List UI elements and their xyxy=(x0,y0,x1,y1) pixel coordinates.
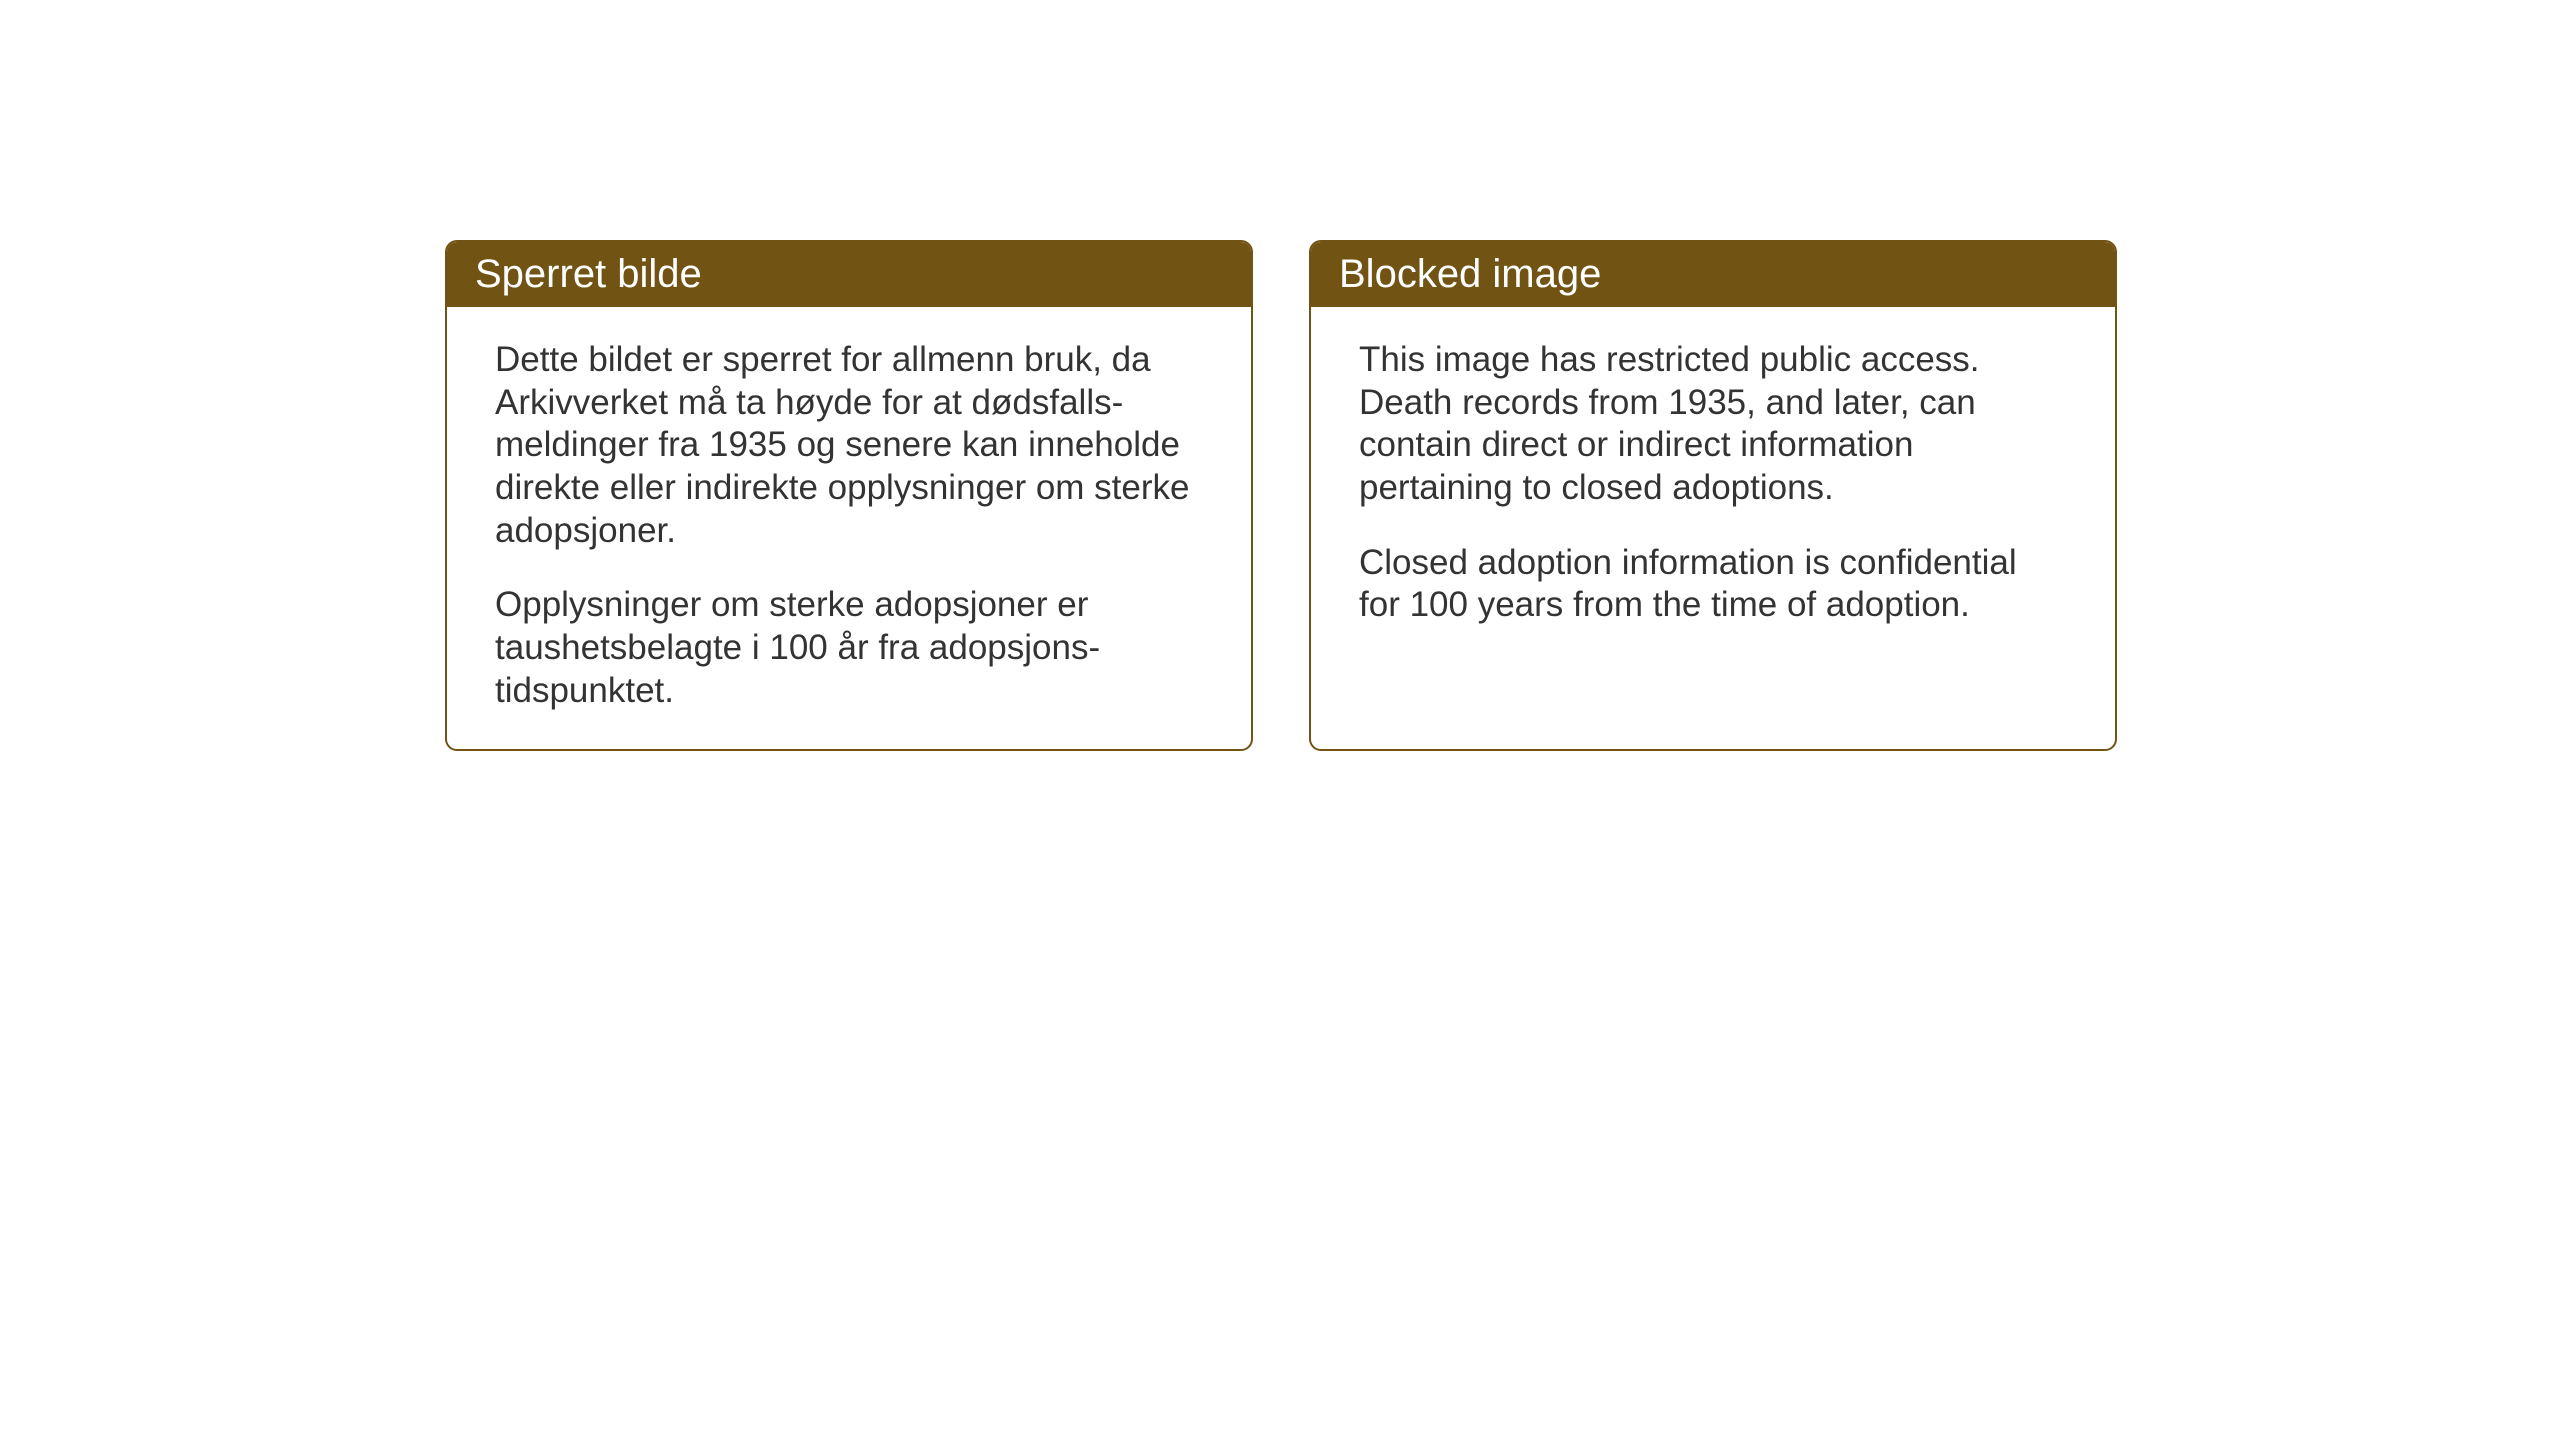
norwegian-paragraph-2: Opplysninger om sterke adopsjoner er tau… xyxy=(495,584,1203,712)
norwegian-card-body: Dette bildet er sperret for allmenn bruk… xyxy=(447,307,1251,749)
norwegian-paragraph-1: Dette bildet er sperret for allmenn bruk… xyxy=(495,339,1203,552)
norwegian-card-title: Sperret bilde xyxy=(447,242,1251,307)
english-paragraph-2: Closed adoption information is confident… xyxy=(1359,542,2067,627)
notice-container: Sperret bilde Dette bildet er sperret fo… xyxy=(445,240,2117,751)
english-card-body: This image has restricted public access.… xyxy=(1311,307,2115,663)
english-notice-card: Blocked image This image has restricted … xyxy=(1309,240,2117,751)
norwegian-notice-card: Sperret bilde Dette bildet er sperret fo… xyxy=(445,240,1253,751)
english-paragraph-1: This image has restricted public access.… xyxy=(1359,339,2067,510)
english-card-title: Blocked image xyxy=(1311,242,2115,307)
